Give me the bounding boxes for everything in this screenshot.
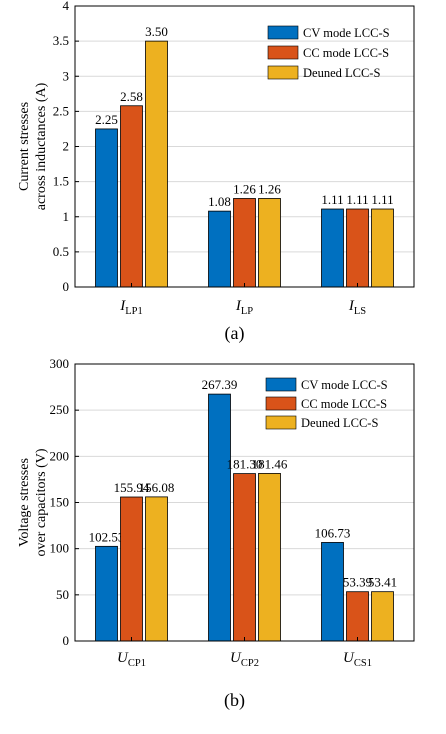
x-tick-label: ILS — [348, 298, 366, 317]
x-tick-label: UCS1 — [343, 650, 372, 669]
y-tick-label: 0 — [63, 279, 70, 294]
legend-label: CV mode LCC-S — [303, 26, 390, 40]
bar — [258, 198, 281, 288]
data-label: 102.53 — [89, 529, 125, 544]
legend: CV mode LCC-S CC mode LCC-S Deuned LCC-S — [265, 377, 388, 430]
bar — [95, 545, 118, 642]
data-label: 1.26 — [233, 181, 256, 196]
bar — [120, 105, 143, 288]
data-label: 106.73 — [315, 525, 351, 540]
data-label: 1.11 — [321, 192, 343, 207]
data-label: 156.08 — [139, 480, 175, 495]
x-tick-label: UCP2 — [230, 650, 259, 669]
y-axis-label: Current stresses across inductances (A) — [17, 82, 49, 210]
figure-caption: (b) — [224, 690, 245, 711]
chart-a-current-stresses: 00.511.522.533.542.252.583.50ILP11.081.2… — [17, 0, 415, 344]
x-tick-label: ILP1 — [119, 298, 143, 317]
y-tick-label: 100 — [50, 541, 70, 556]
bar — [346, 208, 369, 288]
bar — [321, 208, 344, 288]
bar — [208, 393, 231, 642]
y-tick-label: 300 — [50, 356, 70, 371]
data-label: 155.94 — [114, 480, 150, 495]
legend-swatch — [265, 377, 297, 392]
legend-label: CC mode LCC-S — [303, 46, 389, 60]
legend-swatch — [267, 65, 299, 80]
figure-caption: (a) — [225, 323, 245, 344]
data-label: 267.39 — [202, 377, 238, 392]
data-label: 181.30 — [227, 457, 263, 472]
bar — [346, 591, 369, 642]
legend-swatch — [265, 415, 297, 430]
data-label: 2.25 — [95, 112, 118, 127]
plot-border — [74, 5, 415, 288]
bar — [120, 496, 143, 642]
y-tick-label: 3 — [63, 68, 70, 83]
y-tick-label: 2.5 — [53, 103, 69, 118]
data-label: 3.50 — [145, 24, 168, 39]
legend-swatch — [265, 396, 297, 411]
y-tick-label: 250 — [50, 402, 70, 417]
bar — [233, 473, 256, 642]
legend-label: CV mode LCC-S — [301, 378, 388, 392]
plot-border — [74, 363, 415, 642]
y-tick-label: 3.5 — [53, 33, 69, 48]
bar — [145, 40, 168, 288]
y-tick-label: 1 — [63, 209, 70, 224]
data-label: 1.26 — [258, 181, 281, 196]
y-tick-label: 200 — [50, 448, 70, 463]
y-tick-label: 0.5 — [53, 244, 69, 259]
bar — [371, 591, 394, 642]
bar — [258, 473, 281, 642]
data-label: 53.41 — [368, 575, 397, 590]
y-tick-label: 150 — [50, 495, 70, 510]
data-label: 1.11 — [371, 192, 393, 207]
bar — [95, 128, 118, 288]
y-tick-label: 50 — [56, 587, 69, 602]
legend-label: Deuned LCC-S — [303, 66, 380, 80]
bar — [208, 210, 231, 288]
data-label: 2.58 — [120, 89, 143, 104]
y-tick-label: 2 — [63, 139, 70, 154]
y-axis-label: Voltage stresses over capacitors (V) — [17, 448, 49, 556]
bar — [321, 542, 344, 642]
x-tick-label: UCP1 — [117, 650, 146, 669]
y-tick-label: 4 — [63, 0, 70, 13]
legend-label: CC mode LCC-S — [301, 397, 387, 411]
legend-swatch — [267, 25, 299, 40]
legend-swatch — [267, 45, 299, 60]
y-tick-label: 1.5 — [53, 174, 69, 189]
bar — [371, 208, 394, 288]
data-label: 53.39 — [343, 575, 372, 590]
x-tick-label: ILP — [235, 298, 253, 317]
legend: CV mode LCC-S CC mode LCC-S Deuned LCC-S — [267, 25, 390, 80]
data-label: 1.11 — [346, 192, 368, 207]
data-label: 181.46 — [252, 456, 288, 471]
bar — [233, 198, 256, 288]
bar — [145, 496, 168, 642]
legend-label: Deuned LCC-S — [301, 416, 378, 430]
y-tick-label: 0 — [63, 633, 70, 648]
data-label: 1.08 — [208, 194, 231, 209]
